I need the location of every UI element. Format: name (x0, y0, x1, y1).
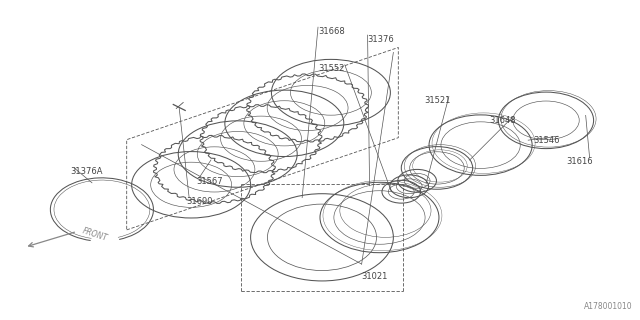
Text: 31567: 31567 (196, 177, 223, 186)
Text: 31648: 31648 (490, 116, 516, 125)
Text: 31376: 31376 (367, 35, 394, 44)
Text: 31690: 31690 (186, 197, 212, 206)
Text: 31546: 31546 (533, 136, 560, 145)
Text: 31552: 31552 (319, 64, 345, 73)
Text: 31616: 31616 (566, 157, 593, 166)
Text: 31521: 31521 (424, 96, 451, 105)
Text: 31668: 31668 (318, 27, 345, 36)
Text: 31376A: 31376A (70, 167, 102, 176)
Text: 31021: 31021 (362, 272, 388, 282)
Text: A178001010: A178001010 (584, 302, 632, 311)
Text: FRONT: FRONT (81, 226, 109, 243)
